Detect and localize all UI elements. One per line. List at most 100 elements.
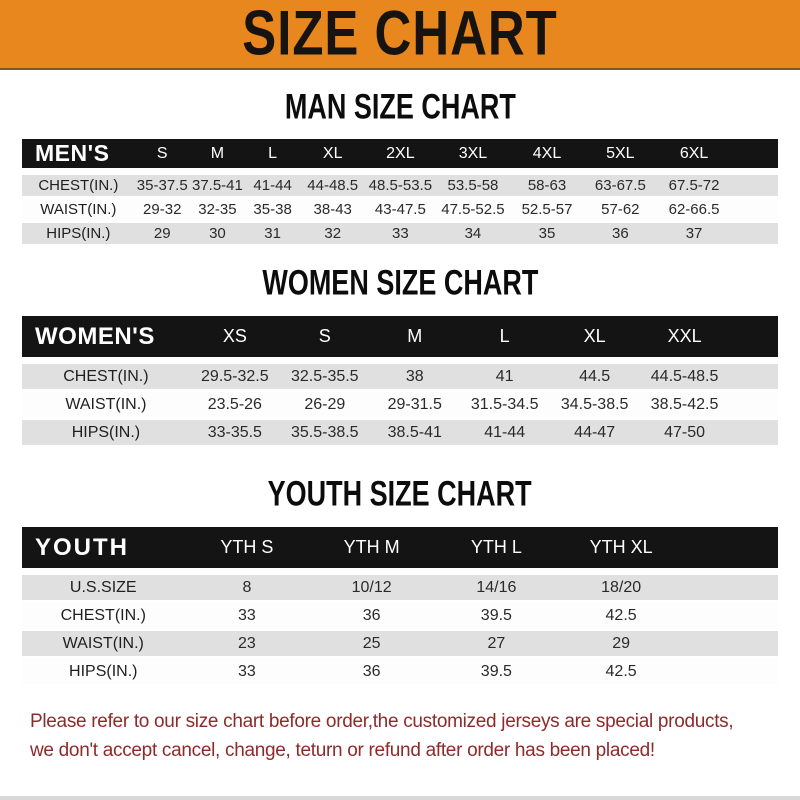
size-value: 14/16 [434,572,559,600]
size-value: 35-37.5 [134,172,190,196]
size-row: CHEST(IN.) 29.5-32.5 32.5-35.5 38 41 44.5 44.5… [22,361,778,389]
women-size-table: WOMEN'S XS S M L XL XXL CHEST(IN.) 29.5-32.5 32.5… [22,316,778,445]
table-corner-label: WOMEN'S [22,316,190,361]
size-value: 44-48.5 [300,172,366,196]
row-label: WAIST(IN.) [22,196,135,220]
row-filler [729,417,778,445]
size-column-header: 2XL [365,139,436,172]
size-column-header: YTH M [309,527,434,572]
size-value: 26-29 [279,389,370,417]
table-corner-label: YOUTH [22,527,185,572]
size-value: 35 [510,220,584,244]
size-value: 42.5 [558,600,684,628]
size-value: 63-67.5 [583,172,658,196]
size-value: 42.5 [558,656,684,684]
size-row: WAIST(IN.) 29-32 32-35 35-38 38-43 43-47.5 47.… [22,196,778,220]
size-value: 33 [184,656,310,684]
size-value: 37.5-41 [189,172,246,196]
size-row: U.S.SIZE 8 10/12 14/16 18/20 [22,572,778,600]
size-chart-banner: SIZE CHART [0,0,800,70]
size-value: 47.5-52.5 [435,196,511,220]
size-value: 35.5-38.5 [279,417,370,445]
size-value: 57-62 [583,196,658,220]
size-value: 53.5-58 [435,172,511,196]
row-filler [729,389,778,417]
women-size-section: WOMEN SIZE CHART WOMEN'S XS S M L XL XXL CHEST(… [0,263,800,445]
row-label: CHEST(IN.) [22,600,185,628]
size-value: 39.5 [434,600,559,628]
size-column-header: M [189,139,246,172]
size-value: 41-44 [245,172,301,196]
size-value: 67.5-72 [657,172,732,196]
size-column-header: L [245,139,301,172]
size-value: 38-43 [300,196,366,220]
row-filler [683,628,778,656]
size-value: 35-38 [245,196,301,220]
size-value: 38 [369,361,460,389]
row-filler [683,572,778,600]
size-value: 38.5-41 [369,417,460,445]
size-value: 48.5-53.5 [365,172,436,196]
size-value: 41-44 [459,417,550,445]
size-value: 10/12 [309,572,434,600]
size-value: 27 [434,628,559,656]
size-row: WAIST(IN.) 23.5-26 26-29 29-31.5 31.5-34.5 34… [22,389,778,417]
row-label: HIPS(IN.) [22,220,135,244]
size-row: HIPS(IN.) 33-35.5 35.5-38.5 38.5-41 41-44 44-… [22,417,778,445]
row-label: WAIST(IN.) [22,389,190,417]
row-filler [683,600,778,628]
footer-line-1: Please refer to our size chart before or… [30,711,734,732]
size-value: 36 [583,220,658,244]
row-label: CHEST(IN.) [22,361,190,389]
size-value: 29-32 [134,196,190,220]
size-value: 44-47 [549,417,640,445]
size-value: 36 [309,600,434,628]
man-size-section: MAN SIZE CHART MEN'S S M L XL 2XL 3XL 4XL 5XL 6XL… [0,88,800,244]
row-label: HIPS(IN.) [22,417,190,445]
size-value: 23 [184,628,310,656]
footer-note: Please refer to our size chart before or… [30,707,800,765]
size-value: 18/20 [558,572,684,600]
size-value: 47-50 [639,417,730,445]
size-column-header: XS [189,316,280,361]
size-value: 31.5-34.5 [459,389,550,417]
size-value: 31 [245,220,301,244]
youth-size-table: YOUTH YTH S YTH M YTH L YTH XL U.S.SIZE 8 10/12… [22,527,778,684]
size-value: 29-31.5 [369,389,460,417]
header-filler [729,316,778,361]
size-value: 34 [435,220,511,244]
size-column-header: 6XL [657,139,732,172]
size-column-header: YTH L [434,527,559,572]
size-column-header: XXL [639,316,730,361]
size-column-header: XL [300,139,366,172]
size-value: 23.5-26 [189,389,280,417]
women-section-heading: WOMEN SIZE CHART [0,263,800,303]
size-header-row: WOMEN'S XS S M L XL XXL [22,316,778,361]
size-row: HIPS(IN.) 33 36 39.5 42.5 [22,656,778,684]
youth-section-heading-text: YOUTH SIZE CHART [267,474,533,514]
size-column-header: S [279,316,370,361]
header-filler [683,527,778,572]
size-value: 8 [184,572,310,600]
size-column-header: M [369,316,460,361]
size-value: 29 [134,220,190,244]
size-value: 36 [309,656,434,684]
size-column-header: 5XL [583,139,658,172]
size-value: 44.5 [549,361,640,389]
size-header-row: MEN'S S M L XL 2XL 3XL 4XL 5XL 6XL [22,139,778,172]
size-value: 34.5-38.5 [549,389,640,417]
women-section-heading-text: WOMEN SIZE CHART [262,263,538,303]
size-value: 25 [309,628,434,656]
size-column-header: YTH S [184,527,310,572]
size-value: 43-47.5 [365,196,436,220]
size-value: 38.5-42.5 [639,389,730,417]
size-value: 30 [189,220,246,244]
table-corner-label: MEN'S [22,139,135,172]
size-value: 32-35 [189,196,246,220]
size-row: CHEST(IN.) 35-37.5 37.5-41 41-44 44-48.5 48.5… [22,172,778,196]
size-value: 41 [459,361,550,389]
size-value: 29 [558,628,684,656]
footer-line-2: we don't accept cancel, change, teturn o… [30,740,655,761]
size-value: 44.5-48.5 [639,361,730,389]
row-filler [731,220,778,244]
